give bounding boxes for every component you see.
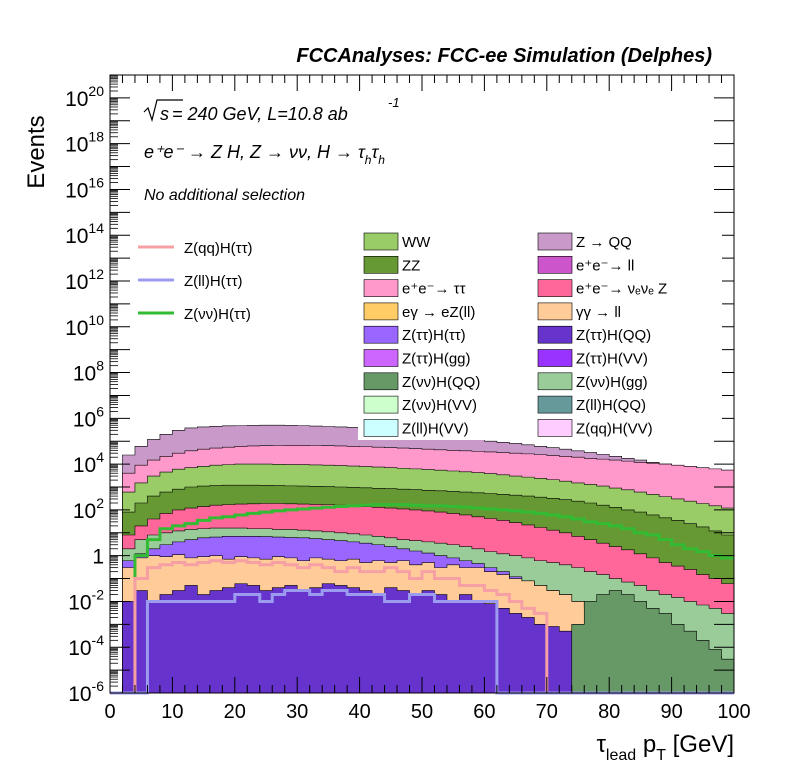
legend-bg-label: Z(ll)H(VV) [402,420,469,437]
x-tick-label: 90 [660,701,682,723]
legend-bg-swatch [537,419,573,437]
y-tick-label: 10-4 [68,632,104,660]
legend-bg-label: Z(ττ)H(VV) [576,351,648,368]
stacked-bands [110,424,735,694]
legend-bg-swatch [537,325,573,344]
legend: Z(qq)H(ττ) Z(ll)H(ττ) Z(νν)H(ττ) WW Z → QQ ZZ… [138,232,667,437]
x-tick-label: 60 [473,701,495,723]
legend-bg-swatch [363,302,399,321]
selection-label: No additional selection [144,187,305,204]
energy-root: s [160,104,169,124]
y-tick-label: 104 [73,449,104,477]
x-tick-label: 20 [224,701,246,723]
y-tick-label: 1 [92,546,104,569]
x-axis-label: τlead pT [GeV] [596,731,734,764]
process-annotation: e⁺e⁻ → Z H, Z → νν, H → τhτh [144,142,385,167]
legend-bg-label: Z(ττ)H(gg) [402,351,471,368]
legend-bg-swatch [363,325,399,344]
x-tick-label: 40 [348,701,370,723]
y-tick-label: 1016 [65,174,104,202]
legend-bg-label: Z → QQ [576,234,632,251]
legend-bg-label: eγ → eZ(ll) [402,304,475,321]
legend-bg-swatch [537,349,573,367]
energy-text: = 240 GeV, L=10.8 ab [172,104,348,124]
x-tick-label: 100 [717,701,750,723]
y-tick-label: 1014 [65,220,104,248]
y-tick-label: 106 [73,403,104,431]
legend-bg-label: e⁺e⁻→ ττ [402,281,466,298]
legend-bg-swatch [537,302,573,321]
legend-bg-label: Z(ττ)H(ττ) [402,327,466,344]
chart-title: FCCAnalyses: FCC-ee Simulation (Delphes) [296,45,712,67]
y-axis-label: Events [23,115,50,188]
legend-bg-swatch [537,232,573,251]
x-tick-label: 70 [536,701,558,723]
y-tick-label: 1018 [65,129,104,157]
legend-bg-swatch [537,395,573,414]
y-tick-label: 1020 [65,83,104,111]
legend-bg-label: Z(νν)H(QQ) [402,374,480,391]
y-tick-label: 1010 [65,312,104,340]
legend-bg-swatch [363,255,399,274]
signal-line-0 [110,503,734,695]
legend-bg-label: e⁺e⁻→ ll [576,257,634,274]
x-tick-label: 30 [286,701,308,723]
legend-signal-label: Z(qq)H(ττ) [184,240,253,257]
legend-bg-swatch [363,372,399,391]
legend-signal-label: Z(ll)H(ττ) [184,273,243,290]
energy-exponent: -1 [388,95,400,110]
legend-bg-label: WW [402,234,431,251]
legend-bg-swatch [537,255,573,274]
legend-signal-label: Z(νν)H(ττ) [184,306,251,323]
x-tick-label: 50 [411,701,433,723]
x-tick-label: 0 [104,701,115,723]
legend-bg-swatch [363,395,399,414]
process-text: e⁺e⁻ → Z H, Z → νν, H → τhτh [144,142,385,167]
x-tick-label: 80 [598,701,620,723]
legend-bg-label: Z(νν)H(gg) [576,374,648,391]
legend-bg-label: Z(qq)H(VV) [576,420,653,437]
legend-bg-label: ZZ [402,257,420,274]
energy-annotation: s = 240 GeV, L=10.8 ab -1 [143,95,400,124]
legend-bg-swatch [363,349,399,367]
legend-bg-label: Z(νν)H(VV) [402,397,477,414]
legend-bg-swatch [537,372,573,391]
legend-bg-label: Z(ll)H(QQ) [576,397,646,414]
y-tick-label: 10-2 [68,586,104,614]
y-tick-label: 10-6 [68,678,104,706]
x-tick-label: 10 [161,701,183,723]
legend-bg-swatch [363,419,399,437]
legend-bg-swatch [537,279,573,297]
y-tick-label: 1012 [65,266,104,294]
legend-bg-swatch [363,232,399,251]
legend-bg-label: γγ → ll [576,304,621,321]
legend-bg-label: e⁺e⁻→ νₑνₑ Z [576,281,667,298]
legend-bg-label: Z(ττ)H(QQ) [576,327,651,344]
y-tick-label: 102 [73,495,104,523]
y-tick-label: 108 [73,358,104,386]
axis-ticks: 0 10 20 30 40 50 60 70 80 90 10010-610-410-2110210… [65,74,751,723]
legend-bg-swatch [363,279,399,297]
